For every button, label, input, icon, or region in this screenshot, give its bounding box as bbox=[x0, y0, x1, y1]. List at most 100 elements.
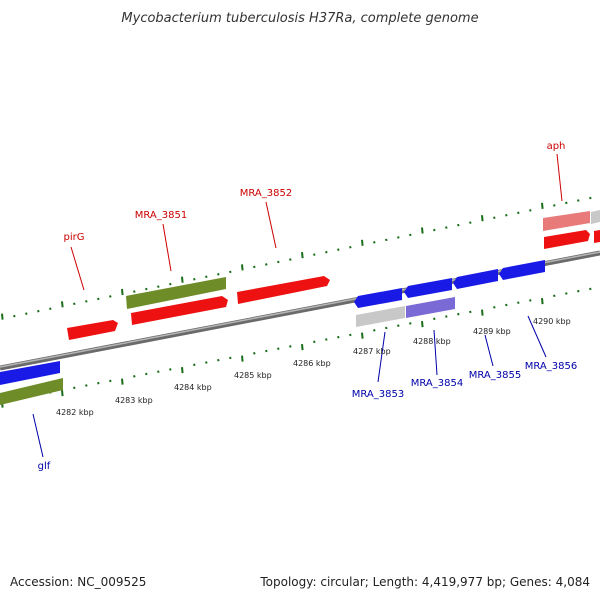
scale-tick bbox=[301, 251, 304, 259]
scale-dot bbox=[373, 241, 376, 244]
scale-dot bbox=[565, 201, 568, 205]
scale-tick bbox=[241, 264, 244, 271]
scale-dot bbox=[193, 277, 196, 281]
kbp-label: 4289 kbp bbox=[473, 327, 511, 336]
gene-MRA_3851[interactable]: MRA_3851 bbox=[126, 210, 228, 325]
kbp-label: 4286 kbp bbox=[293, 359, 331, 368]
scale-dot bbox=[253, 352, 256, 355]
scale-tick bbox=[1, 313, 4, 320]
gene-MRA_3855[interactable]: MRA_3855 bbox=[453, 269, 521, 381]
gene-arrow bbox=[126, 277, 226, 309]
scale-tick bbox=[361, 332, 364, 339]
scale-dot bbox=[253, 265, 256, 269]
gene-label: MRA_3854 bbox=[411, 378, 463, 389]
scale-dot bbox=[313, 340, 316, 344]
gene-MRA_3852[interactable]: MRA_3852 bbox=[237, 188, 330, 304]
scale-dot bbox=[97, 381, 100, 385]
scale-tick bbox=[421, 227, 424, 234]
scale-dot bbox=[517, 301, 520, 305]
gene-pirG[interactable]: pirG bbox=[64, 232, 119, 340]
scale-dot bbox=[145, 287, 148, 291]
scale-dot bbox=[505, 213, 508, 217]
gene-label: MRA_3856 bbox=[525, 361, 577, 372]
gene-label: MRA_3853 bbox=[352, 389, 404, 400]
gene-label: pirG bbox=[64, 232, 85, 243]
scale-dot bbox=[553, 204, 556, 207]
scale-tick bbox=[481, 309, 484, 316]
scale-tick bbox=[241, 355, 244, 362]
scale-dot bbox=[433, 317, 436, 321]
scale-tick bbox=[61, 301, 64, 308]
scale-dot bbox=[577, 289, 580, 293]
scale-dot bbox=[505, 303, 508, 307]
gene-arrow bbox=[131, 296, 228, 325]
gene-arrow bbox=[543, 211, 590, 231]
gene-MRA_3856[interactable]: MRA_3856 bbox=[499, 260, 577, 372]
scale-dot bbox=[265, 263, 268, 266]
scale-dot bbox=[205, 275, 208, 279]
gene-MRA_3854[interactable]: MRA_3854 bbox=[404, 278, 463, 389]
gene-arrow bbox=[544, 230, 590, 249]
scale-dot bbox=[517, 211, 520, 215]
gene-label: MRA_3855 bbox=[469, 370, 521, 381]
gene-label: aph bbox=[547, 141, 566, 152]
scale-dot bbox=[325, 338, 328, 341]
scale-dot bbox=[397, 324, 400, 328]
scale-dot bbox=[289, 345, 292, 348]
scale-tick bbox=[121, 378, 124, 385]
scale-tick bbox=[301, 344, 304, 351]
scale-tick bbox=[181, 367, 184, 374]
scale-dot bbox=[73, 302, 76, 306]
gene-aph[interactable]: aph bbox=[543, 141, 600, 249]
gene-arrow bbox=[356, 306, 405, 327]
scale-dot bbox=[217, 273, 220, 276]
scale-tick bbox=[61, 390, 64, 397]
scale-dot bbox=[409, 233, 412, 237]
scale-tick bbox=[541, 202, 544, 209]
scale-dot bbox=[37, 309, 40, 313]
gene-label: MRA_3851 bbox=[135, 210, 187, 221]
scale-dot bbox=[229, 270, 232, 274]
genome-title: Mycobacterium tuberculosis H37Ra, comple… bbox=[121, 11, 478, 26]
scale-dot bbox=[277, 260, 280, 264]
gene-arrow bbox=[591, 210, 600, 224]
scale-track-bottom bbox=[1, 287, 592, 408]
scale-dot bbox=[85, 300, 88, 303]
scale-dot bbox=[133, 375, 136, 378]
gene-arrow bbox=[237, 276, 330, 304]
scale-dot bbox=[313, 253, 316, 256]
gene-arrow bbox=[406, 297, 455, 318]
kbp-label: 4285 kbp bbox=[234, 371, 272, 380]
scale-tick bbox=[541, 298, 544, 305]
scale-dot bbox=[409, 322, 412, 325]
scale-dot bbox=[529, 299, 532, 302]
scale-dot bbox=[25, 312, 28, 315]
gene-glf[interactable]: glf bbox=[0, 361, 63, 472]
scale-dot bbox=[157, 285, 160, 288]
kbp-label: 4282 kbp bbox=[56, 408, 94, 417]
gene-MRA_3853[interactable]: MRA_3853 bbox=[352, 288, 405, 400]
gene-arrow bbox=[453, 269, 498, 289]
scale-dot bbox=[217, 358, 220, 362]
scale-dot bbox=[445, 315, 448, 318]
scale-tick bbox=[421, 321, 424, 328]
scale-dot bbox=[589, 196, 592, 200]
scale-dot bbox=[553, 294, 556, 298]
scale-dot bbox=[193, 363, 196, 367]
gene-label: glf bbox=[38, 461, 51, 472]
scale-dot bbox=[469, 310, 472, 314]
scale-dot bbox=[385, 238, 388, 242]
scale-dot bbox=[97, 297, 100, 301]
scale-dot bbox=[205, 361, 208, 364]
scale-dot bbox=[325, 250, 328, 254]
gene-arrow bbox=[354, 288, 402, 308]
kbp-label: 4284 kbp bbox=[174, 383, 212, 392]
gene-arrow bbox=[594, 230, 600, 243]
scale-dot bbox=[133, 290, 136, 293]
scale-track-top bbox=[1, 196, 592, 320]
scale-tick bbox=[481, 215, 484, 222]
kbp-label: 4290 kbp bbox=[533, 317, 571, 326]
scale-dot bbox=[457, 223, 460, 227]
scale-dot bbox=[397, 236, 400, 239]
